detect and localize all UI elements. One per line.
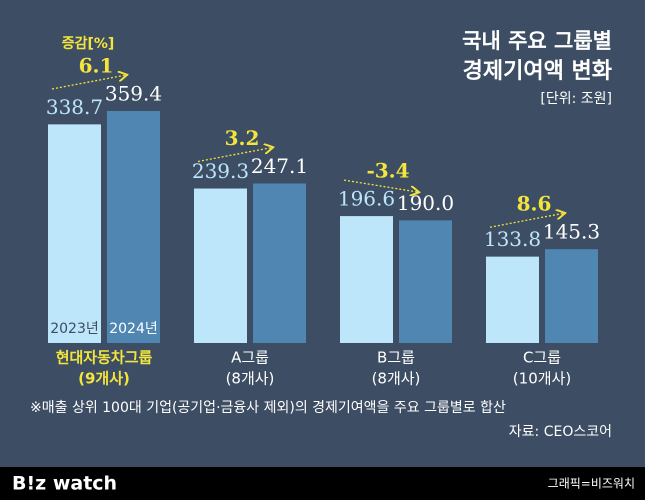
x-tick-note: (10개사) bbox=[513, 370, 571, 388]
bar bbox=[340, 216, 393, 343]
x-tick-label: B그룹 bbox=[377, 349, 415, 367]
bar bbox=[194, 188, 247, 343]
chart-subtitle: 경제기여액 변화 bbox=[463, 59, 612, 84]
change-label: 3.2 bbox=[225, 126, 260, 150]
value-label: 247.1 bbox=[251, 154, 308, 178]
value-label: 190.0 bbox=[397, 191, 454, 215]
value-label: 359.4 bbox=[105, 82, 162, 106]
bar bbox=[486, 256, 539, 343]
unit-label: [단위: 조원] bbox=[540, 91, 612, 107]
credit: 그래픽=비즈워치 bbox=[548, 477, 635, 491]
change-label: -3.4 bbox=[366, 159, 409, 183]
x-tick-label: A그룹 bbox=[231, 349, 269, 367]
value-label: 145.3 bbox=[543, 220, 600, 244]
x-tick-note: (9개사) bbox=[78, 370, 130, 388]
brand-logo: B!z watch bbox=[12, 473, 117, 495]
value-label: 338.7 bbox=[46, 95, 103, 119]
change-arrow bbox=[197, 147, 272, 163]
change-arrow bbox=[343, 179, 418, 192]
value-label: 133.8 bbox=[484, 227, 541, 251]
x-tick-note: (8개사) bbox=[372, 370, 421, 388]
source: 자료: CEO스코어 bbox=[509, 424, 612, 440]
bar bbox=[545, 249, 598, 343]
change-label: 8.6 bbox=[517, 192, 552, 216]
chart-title: 국내 주요 그룹별 bbox=[462, 29, 612, 53]
value-label: 239.3 bbox=[192, 159, 249, 183]
value-label: 196.6 bbox=[338, 187, 395, 211]
bar bbox=[107, 111, 160, 343]
bar bbox=[399, 220, 452, 343]
x-tick-note: (8개사) bbox=[226, 370, 275, 388]
change-title: 증감[%] bbox=[62, 35, 115, 52]
bar bbox=[253, 183, 306, 343]
change-arrow bbox=[51, 75, 126, 90]
change-arrow bbox=[489, 213, 564, 228]
footer-bar bbox=[0, 467, 645, 500]
x-tick-label: 현대자동차그룹 bbox=[56, 349, 153, 367]
bar bbox=[48, 124, 101, 343]
x-tick-label: C그룹 bbox=[523, 349, 561, 367]
change-label: 6.1 bbox=[79, 54, 114, 78]
legend-label: 2024년 bbox=[109, 321, 158, 337]
footnote: ※매출 상위 100대 기업(공기업·금융사 제외)의 경제기여액을 주요 그룹… bbox=[30, 400, 506, 416]
legend-label: 2023년 bbox=[50, 321, 99, 337]
